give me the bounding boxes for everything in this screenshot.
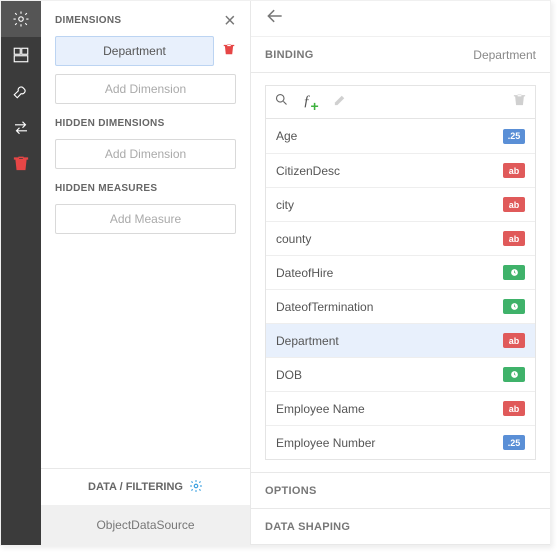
dimensions-panel: DIMENSIONS × Department Add Dimension HI… [41, 1, 251, 545]
field-row[interactable]: Department ab [266, 323, 535, 357]
text-badge: ab [503, 401, 525, 416]
data-filtering-link[interactable]: DATA / FILTERING [41, 469, 250, 505]
field-name: DateofTermination [276, 300, 373, 314]
field-name: Employee Name [276, 402, 365, 416]
text-badge: ab [503, 197, 525, 212]
datasource-label[interactable]: ObjectDataSource [41, 505, 250, 545]
binding-panel: BINDING Department ƒ+ Age .25 CitizenDesc a… [251, 1, 550, 545]
gear-icon[interactable] [1, 1, 41, 37]
text-badge: ab [503, 333, 525, 348]
filter-gear-icon [189, 479, 203, 496]
hidden-dimensions-heading: HIDDEN DIMENSIONS [55, 118, 236, 129]
swap-icon[interactable] [1, 109, 41, 145]
field-row[interactable]: Age .25 [266, 119, 535, 153]
fx-icon[interactable]: ƒ+ [303, 93, 319, 112]
close-icon[interactable]: × [224, 16, 236, 26]
field-row[interactable]: CitizenDesc ab [266, 153, 535, 187]
field-row[interactable]: DateofTermination [266, 289, 535, 323]
field-name: Department [276, 334, 339, 348]
panel-footer: DATA / FILTERING ObjectDataSource [41, 468, 250, 545]
field-name: city [276, 198, 294, 212]
dimension-chip[interactable]: Department [55, 36, 214, 66]
field-row[interactable]: DOB [266, 357, 535, 391]
add-dimension-button[interactable]: Add Dimension [55, 74, 236, 104]
field-trash-icon[interactable] [512, 92, 527, 112]
field-row[interactable]: city ab [266, 187, 535, 221]
trash-icon[interactable] [1, 145, 41, 181]
wrench-icon[interactable] [1, 73, 41, 109]
numeric-badge: .25 [503, 435, 525, 450]
binding-label: BINDING [265, 49, 314, 61]
add-hidden-measure-button[interactable]: Add Measure [55, 204, 236, 234]
field-name: DOB [276, 368, 302, 382]
edit-icon[interactable] [333, 92, 348, 112]
back-icon[interactable] [265, 6, 285, 31]
data-shaping-section[interactable]: DATA SHAPING [251, 509, 550, 545]
text-badge: ab [503, 163, 525, 178]
remove-dimension-icon[interactable] [222, 42, 236, 61]
app-root: DIMENSIONS × Department Add Dimension HI… [0, 0, 551, 546]
field-name: Age [276, 129, 297, 143]
field-row[interactable]: county ab [266, 221, 535, 255]
field-name: county [276, 232, 311, 246]
dimensions-heading: DIMENSIONS × [55, 15, 236, 26]
field-list: Age .25 CitizenDesc ab city ab county ab DateofH… [265, 119, 536, 460]
text-badge: ab [503, 231, 525, 246]
search-icon[interactable] [274, 92, 289, 112]
binding-value: Department [473, 48, 536, 62]
layout-icon[interactable] [1, 37, 41, 73]
date-badge [503, 265, 525, 280]
numeric-badge: .25 [503, 129, 525, 144]
date-badge [503, 367, 525, 382]
hidden-measures-heading: HIDDEN MEASURES [55, 183, 236, 194]
field-name: DateofHire [276, 266, 333, 280]
side-toolbar [1, 1, 41, 545]
field-row[interactable]: Employee Name ab [266, 391, 535, 425]
field-name: CitizenDesc [276, 164, 340, 178]
binding-header: BINDING Department [251, 37, 550, 73]
field-row[interactable]: Employee Number .25 [266, 425, 535, 459]
field-name: Employee Number [276, 436, 375, 450]
field-list-toolbar: ƒ+ [265, 85, 536, 119]
date-badge [503, 299, 525, 314]
add-hidden-dimension-button[interactable]: Add Dimension [55, 139, 236, 169]
options-section[interactable]: OPTIONS [251, 473, 550, 509]
field-row[interactable]: DateofHire [266, 255, 535, 289]
